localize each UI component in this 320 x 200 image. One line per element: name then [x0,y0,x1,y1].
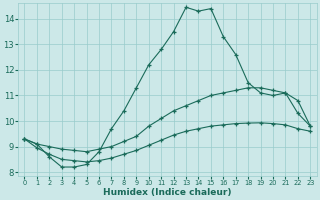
X-axis label: Humidex (Indice chaleur): Humidex (Indice chaleur) [103,188,232,197]
